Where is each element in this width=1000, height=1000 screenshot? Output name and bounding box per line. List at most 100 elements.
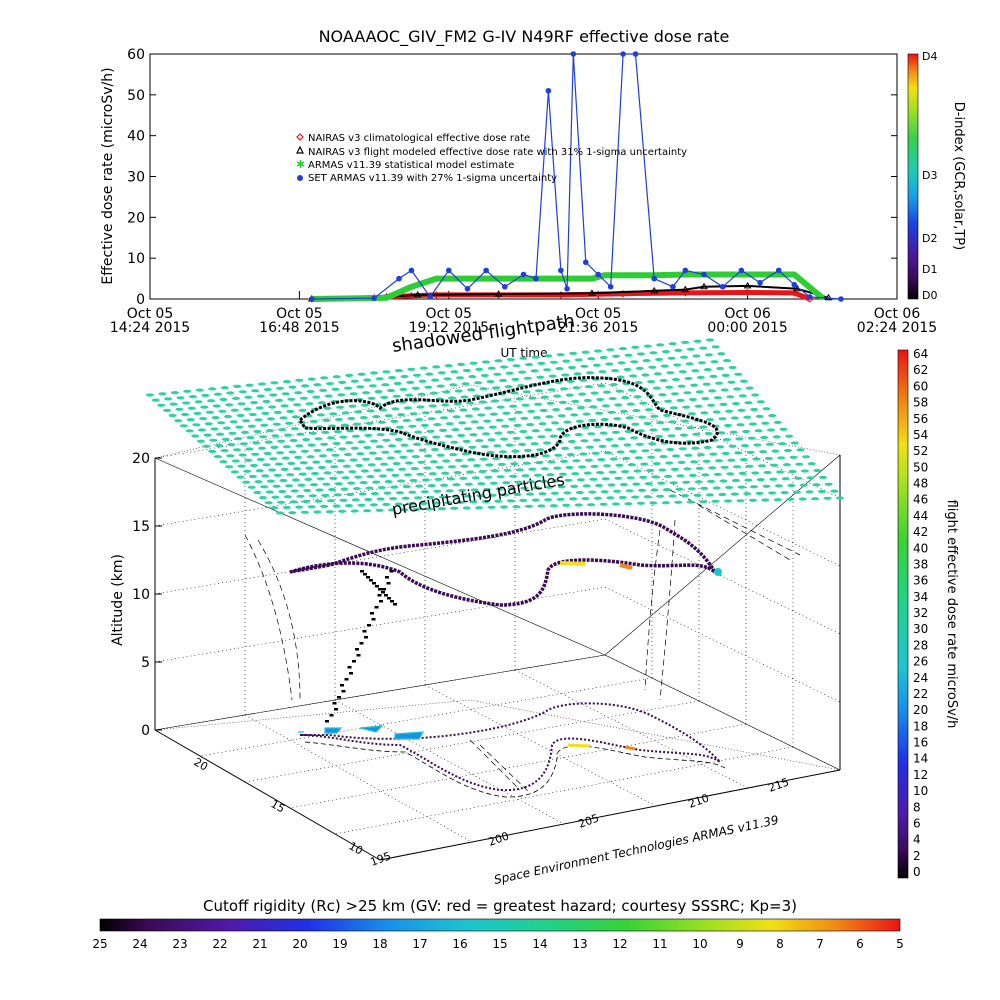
particle <box>369 503 378 507</box>
particle <box>711 345 720 349</box>
particle <box>461 382 470 386</box>
z-tick-label: 10 <box>132 587 150 603</box>
particle <box>306 455 315 459</box>
particle <box>514 410 523 414</box>
particle <box>400 443 409 447</box>
particle <box>653 448 662 452</box>
descent-point <box>372 582 376 585</box>
particle <box>304 477 313 481</box>
particle <box>773 420 782 424</box>
particle <box>468 375 477 379</box>
particle <box>357 372 366 376</box>
particle <box>732 402 740 406</box>
particle <box>208 387 217 391</box>
particle <box>693 339 702 343</box>
particle <box>623 443 632 447</box>
particle <box>402 418 411 423</box>
particle <box>618 347 627 351</box>
particle <box>823 496 832 500</box>
particle <box>552 479 561 483</box>
rigidity-tick: 7 <box>816 937 824 951</box>
x-tick-date: Oct 05 <box>276 306 322 322</box>
climb-point <box>385 576 389 579</box>
particle <box>596 397 605 402</box>
climb-point <box>371 618 376 621</box>
particle <box>722 438 731 442</box>
particle <box>479 457 488 461</box>
particle <box>374 457 383 461</box>
particle <box>562 433 571 437</box>
particle <box>463 494 472 498</box>
particle <box>595 483 603 488</box>
particle <box>380 395 389 399</box>
particle <box>451 495 460 499</box>
particle <box>271 495 280 499</box>
particle <box>488 493 497 497</box>
particle <box>363 378 372 382</box>
y3d-tick-label: 20 <box>192 755 211 773</box>
particle <box>191 434 200 438</box>
particle <box>394 502 403 506</box>
top-y-axis: 0 10 20 30 40 50 60 <box>127 47 897 308</box>
particle <box>573 446 582 450</box>
particle <box>312 395 321 399</box>
particle <box>819 475 827 479</box>
particle <box>489 412 498 416</box>
particle <box>305 402 314 406</box>
particle <box>419 501 428 505</box>
particle <box>374 390 383 394</box>
particle <box>217 421 226 425</box>
particle <box>243 407 252 411</box>
particle <box>501 493 510 497</box>
particle <box>363 509 372 513</box>
particle <box>295 505 304 509</box>
particle <box>332 504 341 508</box>
dose-rate-colorbar <box>897 349 909 879</box>
particle <box>672 454 680 458</box>
particle <box>392 394 401 398</box>
particle <box>272 484 281 488</box>
particle <box>346 429 355 433</box>
particle <box>258 382 266 386</box>
data-point <box>670 283 676 290</box>
particle <box>694 480 703 484</box>
particle <box>512 436 521 440</box>
particle <box>406 449 415 453</box>
particle <box>715 381 723 385</box>
particle <box>707 479 715 483</box>
particle <box>276 451 284 455</box>
particle <box>388 508 396 512</box>
particle <box>406 380 415 384</box>
dose-rate-tick: 30 <box>913 622 928 636</box>
data-point <box>807 294 813 300</box>
particle <box>715 459 723 463</box>
particle <box>164 397 173 401</box>
particle <box>449 453 458 457</box>
particle <box>626 402 635 406</box>
particle <box>314 437 323 441</box>
particle <box>427 417 436 421</box>
particle <box>561 373 570 377</box>
particle <box>558 400 567 404</box>
particle <box>568 365 576 370</box>
particle <box>354 475 363 479</box>
particle <box>337 459 346 463</box>
particle <box>450 506 459 510</box>
particle <box>681 340 690 344</box>
particle <box>720 388 729 392</box>
particle <box>755 414 764 418</box>
particle <box>245 447 254 451</box>
particle <box>492 386 501 390</box>
dose-rate-tick: 28 <box>913 638 928 652</box>
particle <box>761 421 770 425</box>
particle <box>673 363 682 367</box>
particle <box>686 426 695 430</box>
particle <box>273 473 282 477</box>
particle <box>770 463 779 467</box>
particle <box>457 433 466 438</box>
particle <box>424 454 433 458</box>
dose-rate-tick: 34 <box>913 590 928 604</box>
particle <box>506 499 515 503</box>
particle <box>659 378 668 383</box>
particle <box>457 362 466 366</box>
